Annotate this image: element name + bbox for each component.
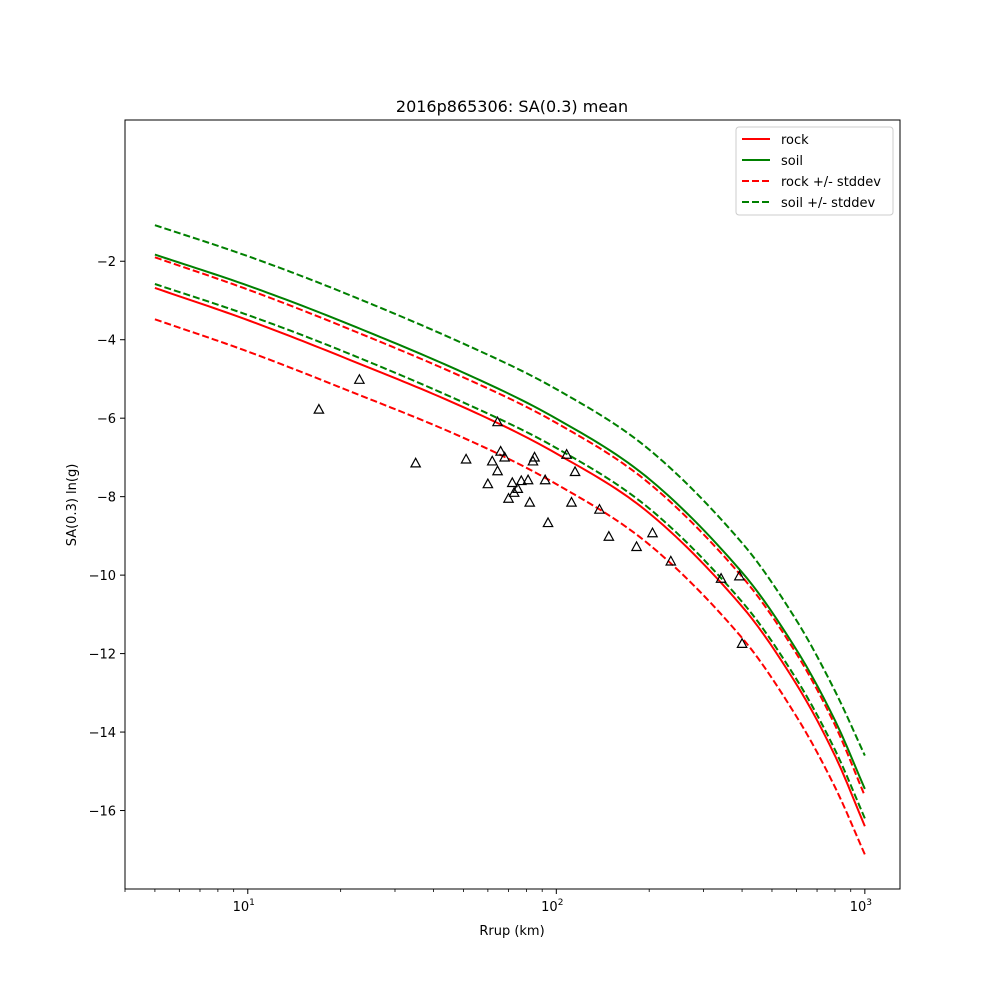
y-tick-label: −10 <box>89 569 116 584</box>
y-tick-label: −2 <box>97 255 116 270</box>
y-tick-label: −14 <box>89 726 116 741</box>
y-tick-label: −12 <box>89 648 116 663</box>
y-axis-label: SA(0.3) ln(g) <box>65 464 80 547</box>
series-line-rock-0 <box>154 286 866 827</box>
series-line-soil-stddev-4 <box>154 224 866 757</box>
data-point-3 <box>460 453 472 464</box>
data-point-1 <box>353 373 366 384</box>
data-point-5 <box>486 455 498 466</box>
data-point-18 <box>528 451 541 462</box>
data-point-26 <box>630 540 643 552</box>
data-point-13 <box>512 482 524 494</box>
x-tick-label-exponent: 2 <box>558 898 564 908</box>
data-point-4 <box>482 477 494 489</box>
data-point-6 <box>491 415 504 427</box>
data-point-9 <box>498 451 511 462</box>
x-tick-label-exponent: 3 <box>866 898 872 908</box>
data-point-16 <box>524 496 536 507</box>
data-point-23 <box>569 465 581 477</box>
data-point-0 <box>313 403 325 414</box>
data-point-21 <box>560 448 573 459</box>
x-tick-label-exponent: 1 <box>249 898 255 908</box>
chart-title: 2016p865306: SA(0.3) mean <box>396 97 628 116</box>
data-point-24 <box>593 503 606 514</box>
data-point-10 <box>502 492 515 503</box>
y-tick-label: −6 <box>97 412 116 427</box>
series-line-soil-1 <box>154 253 866 790</box>
legend-label: rock +/- stddev <box>781 175 881 190</box>
legend-label: rock <box>781 133 809 148</box>
series-line-stddev-lower-008000-5 <box>154 283 866 819</box>
data-point-7 <box>491 464 504 476</box>
data-point-2 <box>409 457 422 468</box>
legend-label: soil <box>781 154 803 169</box>
plot-area <box>154 224 866 855</box>
data-point-27 <box>646 526 659 538</box>
x-axis-label: Rrup (km) <box>479 924 544 939</box>
data-point-8 <box>494 445 507 456</box>
legend-box <box>735 126 894 216</box>
y-tick-label: −8 <box>97 491 116 506</box>
y-tick-label: −4 <box>97 334 116 349</box>
data-point-28 <box>665 555 677 566</box>
data-point-29 <box>715 572 727 583</box>
legend-label: soil +/- stddev <box>781 196 876 211</box>
series-line-rock-stddev-2 <box>154 256 866 797</box>
data-point-25 <box>603 530 615 541</box>
axes-frame <box>124 119 901 890</box>
data-point-22 <box>565 496 578 507</box>
data-point-11 <box>506 476 519 488</box>
data-point-14 <box>515 474 528 486</box>
data-point-31 <box>736 637 748 648</box>
data-point-20 <box>542 516 554 528</box>
y-axis: −2 −4 −6 −8 −10 −12 −14 −16 <box>89 255 125 820</box>
legend: rock soil rock +/- stddev soil +/- stddev <box>735 126 894 216</box>
y-tick-label: −16 <box>89 805 116 820</box>
series-line-stddev-lower-ff0000-3 <box>154 318 866 855</box>
data-point-15 <box>522 473 534 485</box>
data-point-30 <box>733 570 746 581</box>
data-point-19 <box>539 473 551 485</box>
